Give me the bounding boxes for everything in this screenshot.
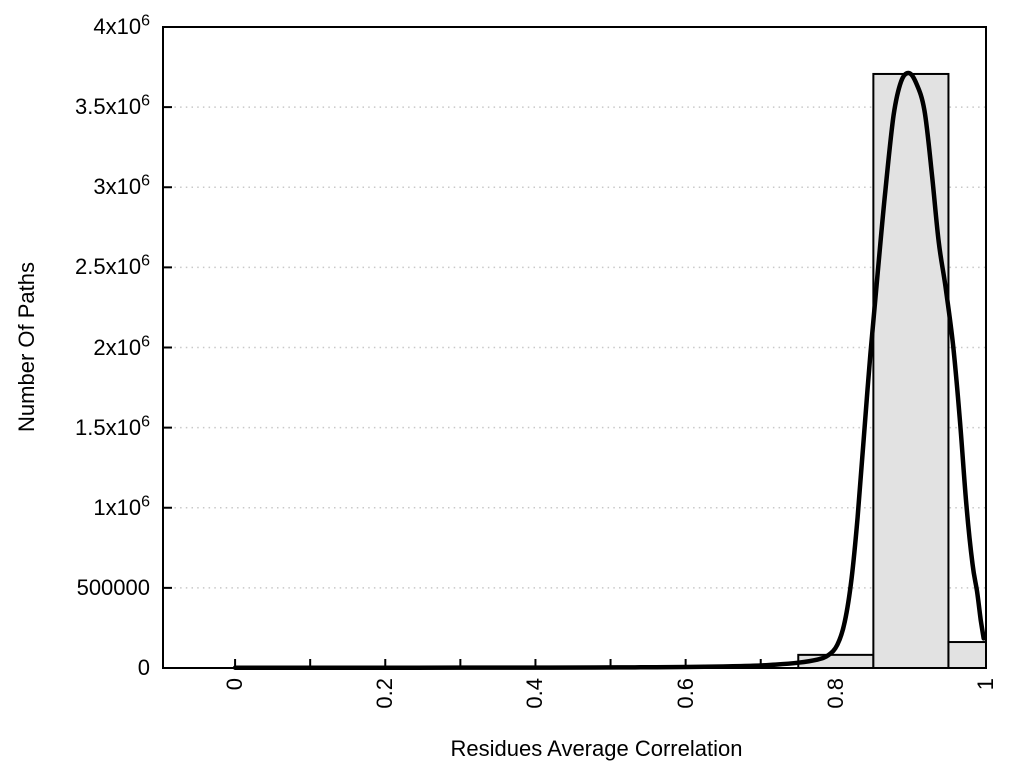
x-axis-title: Residues Average Correlation xyxy=(450,736,743,761)
y-tick-label: 2.5x106 xyxy=(75,253,150,280)
x-tick-label: 0 xyxy=(222,678,248,691)
y-tick-label: 1.5x106 xyxy=(75,413,150,440)
y-tick-label: 3.5x106 xyxy=(75,92,150,120)
plot-border xyxy=(162,26,987,669)
histogram-bar xyxy=(947,641,988,669)
y-tick-label: 0 xyxy=(137,655,150,680)
y-tick-label: 4x106 xyxy=(93,12,150,39)
histogram-bar xyxy=(872,72,950,669)
y-tick-label: 2x106 xyxy=(93,333,150,360)
y-tick-label: 3x106 xyxy=(93,172,150,200)
y-tick-label: 1x106 xyxy=(93,493,150,520)
x-tick-label: 0.4 xyxy=(522,678,548,709)
x-tick-label: 0.2 xyxy=(372,678,398,709)
x-tick-label: 0.8 xyxy=(822,678,848,709)
x-tick-label: 1 xyxy=(973,678,998,691)
y-tick-label: 500000 xyxy=(76,574,150,600)
x-tick-label: 0.6 xyxy=(672,678,698,709)
fit-curve xyxy=(232,70,986,670)
